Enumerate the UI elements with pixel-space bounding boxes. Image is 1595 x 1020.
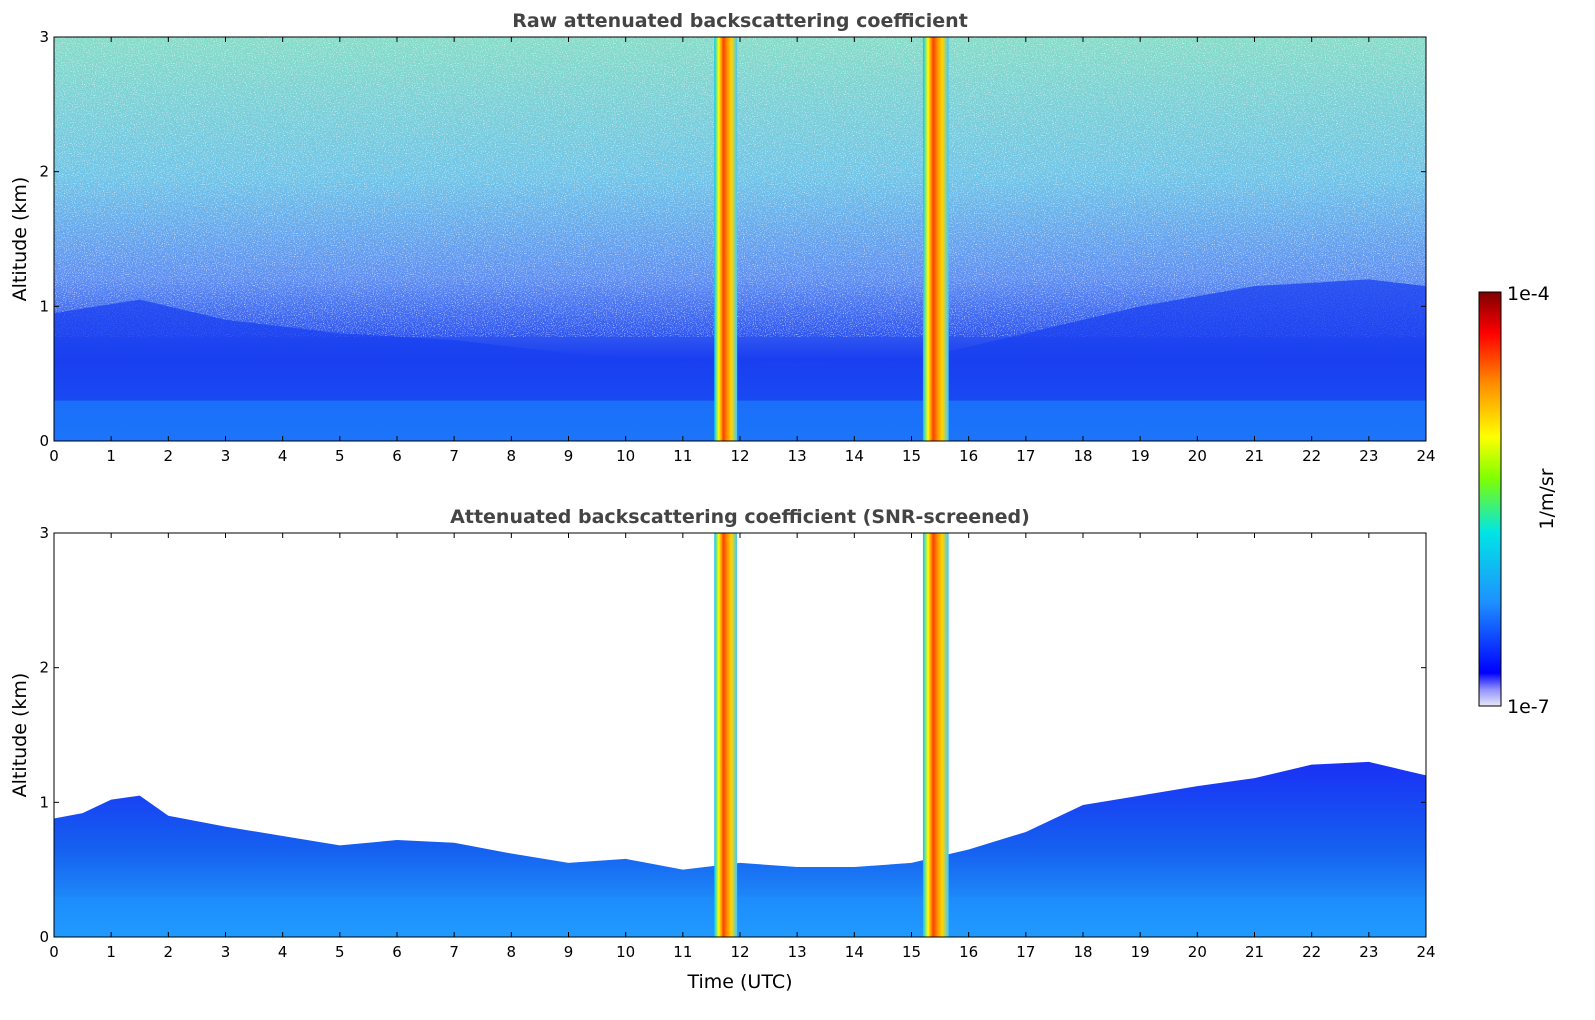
cloud-column	[714, 37, 738, 441]
x-tick-label: 24	[1416, 447, 1435, 465]
plot-area	[54, 37, 1426, 441]
x-tick-label: 5	[335, 447, 345, 465]
data-layers	[54, 533, 1426, 937]
x-tick-label: 5	[335, 943, 345, 961]
x-tick-label: 0	[49, 943, 59, 961]
x-tick-label: 19	[1131, 943, 1150, 961]
x-tick-label: 12	[730, 943, 749, 961]
x-tick-label: 17	[1016, 943, 1035, 961]
y-tick-label: 2	[39, 659, 49, 677]
x-tick-label: 16	[959, 447, 978, 465]
colorbar: 1e-4 1e-7 1/m/sr	[1478, 283, 1558, 718]
x-tick-label: 12	[730, 447, 749, 465]
x-tick-label: 9	[564, 447, 574, 465]
x-tick-label: 18	[1073, 943, 1092, 961]
x-tick-label: 14	[845, 447, 864, 465]
y-axis-label: Altitude (km)	[9, 177, 31, 302]
x-tick-label: 21	[1245, 943, 1264, 961]
raw-backscatter-panel: Raw attenuated backscattering coefficien…	[9, 10, 1436, 465]
x-tick-label: 22	[1302, 447, 1321, 465]
x-tick-label: 16	[959, 943, 978, 961]
x-tick-label: 4	[278, 943, 288, 961]
x-tick-label: 23	[1359, 943, 1378, 961]
speckle-noise	[54, 37, 1426, 337]
x-tick-label: 13	[788, 943, 807, 961]
y-axis-label: Altitude (km)	[9, 673, 31, 798]
y-axis-ticks: 0 1 2 3	[39, 524, 1426, 946]
panel-title: Attenuated backscattering coefficient (S…	[450, 506, 1030, 528]
x-tick-label: 1	[106, 943, 116, 961]
x-tick-label: 20	[1188, 943, 1207, 961]
x-tick-label: 2	[164, 943, 174, 961]
x-tick-label: 6	[392, 447, 402, 465]
data-layers	[54, 37, 1426, 441]
cloud-column	[922, 533, 949, 937]
x-tick-label: 10	[616, 943, 635, 961]
x-tick-label: 24	[1416, 943, 1435, 961]
x-axis-label: Time (UTC)	[686, 971, 792, 993]
cloud-column	[714, 533, 738, 937]
x-tick-label: 18	[1073, 447, 1092, 465]
x-axis-ticks: 0 1 2 3 4 5 6 7 8 9 10 11 12 13 14 15 16 17 18 19 20 21 22 23 24	[49, 533, 1436, 961]
x-tick-label: 13	[788, 447, 807, 465]
x-tick-label: 3	[221, 447, 231, 465]
cloud-column	[922, 37, 949, 441]
colorbar-max-label: 1e-4	[1507, 283, 1550, 305]
x-tick-label: 11	[673, 943, 692, 961]
y-tick-label: 1	[39, 793, 49, 811]
x-tick-label: 17	[1016, 447, 1035, 465]
panel-title: Raw attenuated backscattering coefficien…	[512, 10, 968, 32]
y-tick-label: 0	[39, 432, 49, 450]
boundary-layer-region	[54, 761, 1426, 937]
x-tick-label: 22	[1302, 943, 1321, 961]
x-tick-label: 4	[278, 447, 288, 465]
x-tick-label: 15	[902, 447, 921, 465]
y-tick-label: 0	[39, 928, 49, 946]
x-tick-label: 11	[673, 447, 692, 465]
surface-layer-band	[54, 400, 1426, 441]
y-tick-label: 1	[39, 297, 49, 315]
x-tick-label: 15	[902, 943, 921, 961]
x-tick-label: 8	[507, 943, 517, 961]
x-tick-label: 23	[1359, 447, 1378, 465]
x-axis-ticks: 0 1 2 3 4 5 6 7 8 9 10 11 12 13 14 15 16 17 18 19 20 21 22 23 24	[49, 37, 1436, 465]
x-tick-label: 8	[507, 447, 517, 465]
x-tick-label: 7	[449, 447, 459, 465]
surface-layer-band	[54, 896, 1426, 937]
x-tick-label: 10	[616, 447, 635, 465]
x-tick-label: 19	[1131, 447, 1150, 465]
colorbar-gradient	[1478, 291, 1502, 707]
x-tick-label: 9	[564, 943, 574, 961]
y-tick-label: 3	[39, 524, 49, 542]
x-tick-label: 20	[1188, 447, 1207, 465]
x-tick-label: 14	[845, 943, 864, 961]
x-tick-label: 3	[221, 943, 231, 961]
colorbar-unit-label: 1/m/sr	[1536, 468, 1558, 529]
x-tick-label: 21	[1245, 447, 1264, 465]
screened-backscatter-panel: Attenuated backscattering coefficient (S…	[9, 506, 1436, 993]
x-tick-label: 0	[49, 447, 59, 465]
x-tick-label: 2	[164, 447, 174, 465]
x-tick-label: 6	[392, 943, 402, 961]
y-axis-ticks: 0 1 2 3	[39, 28, 1426, 450]
colorbar-min-label: 1e-7	[1507, 696, 1550, 718]
y-tick-label: 2	[39, 163, 49, 181]
x-tick-label: 7	[449, 943, 459, 961]
y-tick-label: 3	[39, 28, 49, 46]
x-tick-label: 1	[106, 447, 116, 465]
plot-area	[54, 533, 1426, 937]
